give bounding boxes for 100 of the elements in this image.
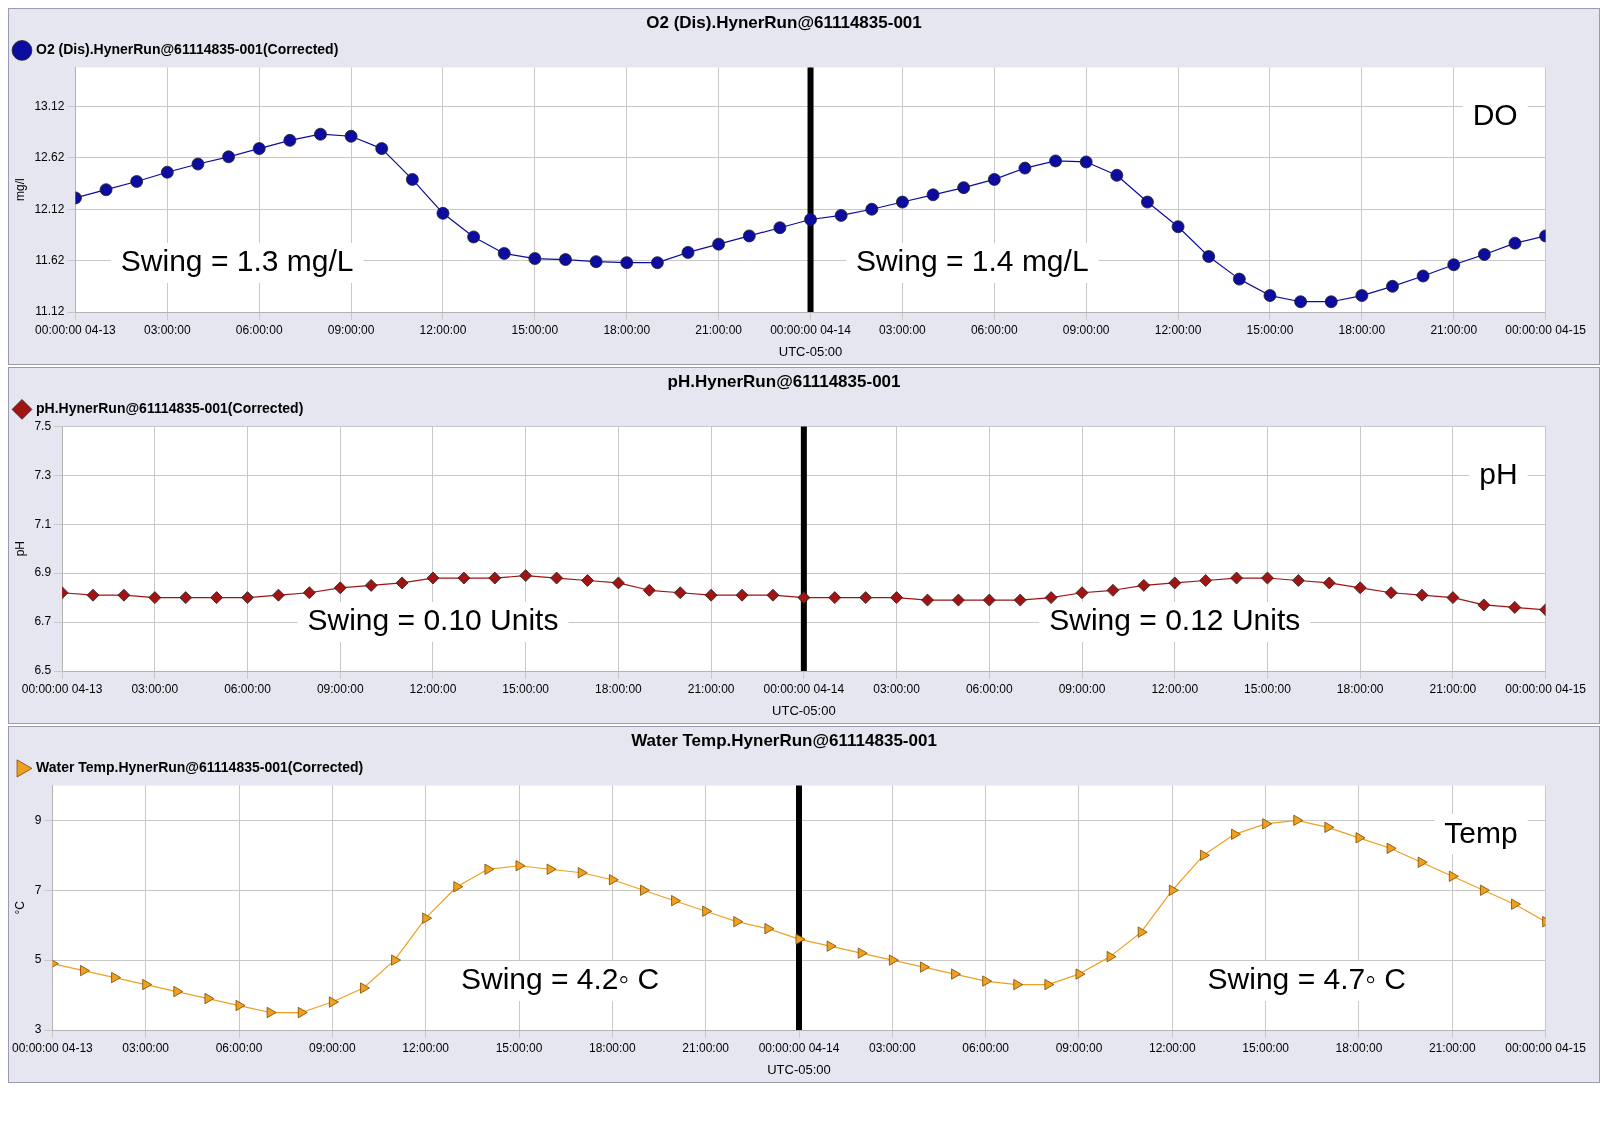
x-tick-label: 12:00:00 bbox=[409, 681, 457, 696]
point bbox=[391, 954, 401, 966]
point bbox=[650, 256, 664, 270]
point bbox=[1511, 898, 1521, 910]
y-tick-label: 11.62 bbox=[35, 252, 65, 267]
y-tick-label: 7.1 bbox=[34, 516, 52, 531]
point bbox=[375, 142, 389, 155]
point bbox=[453, 881, 464, 893]
y-tick-label: 3 bbox=[34, 1022, 42, 1037]
x-axis-title: UTC-05:00 bbox=[772, 702, 836, 718]
point bbox=[99, 183, 113, 197]
point bbox=[1384, 586, 1398, 600]
point bbox=[1141, 195, 1154, 209]
point bbox=[1231, 828, 1241, 840]
point bbox=[436, 206, 450, 220]
x-tick-label: 18:00:00 bbox=[1336, 681, 1384, 696]
y-tick-label: 7 bbox=[34, 882, 42, 897]
x-tick-label: 06:00:00 bbox=[215, 1040, 263, 1055]
point bbox=[344, 129, 358, 143]
point bbox=[896, 195, 909, 209]
point bbox=[1171, 220, 1185, 234]
point bbox=[957, 181, 971, 195]
point bbox=[1168, 576, 1182, 590]
point bbox=[235, 999, 246, 1012]
y-tick-label: 5 bbox=[34, 952, 42, 967]
x-tick-label: 15:00:00 bbox=[502, 681, 550, 696]
point bbox=[1508, 601, 1522, 614]
point bbox=[1137, 926, 1148, 938]
point bbox=[859, 591, 873, 605]
x-tick-label: 12:00:00 bbox=[419, 322, 467, 337]
x-tick-label: 09:00:00 bbox=[1055, 1040, 1103, 1055]
x-tick-label: 03:00:00 bbox=[873, 681, 921, 696]
point bbox=[1106, 951, 1117, 963]
point bbox=[364, 578, 378, 592]
point bbox=[1386, 842, 1397, 854]
x-tick-label: 12:00:00 bbox=[1151, 681, 1199, 696]
point bbox=[773, 221, 787, 235]
point bbox=[951, 968, 961, 980]
point bbox=[302, 586, 316, 600]
point bbox=[1110, 168, 1124, 182]
x-tick-label: 00:00:00 04-15 bbox=[1505, 1040, 1587, 1055]
point bbox=[865, 202, 879, 216]
point bbox=[1386, 279, 1399, 293]
point bbox=[1262, 818, 1273, 830]
x-tick-label: 06:00:00 bbox=[965, 681, 1013, 696]
x-tick-label: 00:00:00 04-14 bbox=[758, 1040, 840, 1055]
point bbox=[1448, 870, 1459, 882]
x-tick-label: 12:00:00 bbox=[1148, 1040, 1196, 1055]
point bbox=[395, 576, 409, 590]
point bbox=[173, 985, 184, 998]
y-tick-label: 6.7 bbox=[34, 614, 52, 629]
point bbox=[1263, 289, 1277, 302]
point bbox=[422, 912, 433, 924]
point bbox=[982, 975, 993, 987]
x-tick-label: 21:00:00 bbox=[695, 322, 743, 337]
x-tick-label: 00:00:00 04-13 bbox=[35, 322, 117, 337]
chart-title: pH.HynerRun@61114835-001 bbox=[667, 371, 901, 391]
point bbox=[1508, 236, 1522, 250]
x-tick-label: 00:00:00 04-14 bbox=[770, 322, 852, 337]
point bbox=[1044, 591, 1058, 605]
point bbox=[1291, 574, 1305, 587]
point bbox=[1049, 154, 1062, 168]
point bbox=[733, 916, 744, 928]
x-tick-label: 09:00:00 bbox=[1058, 681, 1106, 696]
point bbox=[160, 165, 174, 179]
point bbox=[1417, 856, 1428, 868]
x-tick-label: 06:00:00 bbox=[224, 681, 272, 696]
point bbox=[1137, 578, 1151, 592]
point bbox=[283, 133, 297, 147]
point bbox=[1324, 295, 1338, 309]
x-tick-label: 21:00:00 bbox=[1430, 322, 1478, 337]
x-tick-label: 21:00:00 bbox=[687, 681, 735, 696]
point bbox=[1079, 155, 1093, 169]
point bbox=[1355, 289, 1369, 302]
point bbox=[1324, 821, 1335, 833]
point bbox=[1013, 978, 1024, 991]
x-tick-label: 15:00:00 bbox=[511, 322, 559, 337]
x-tick-label: 09:00:00 bbox=[1062, 322, 1110, 337]
point bbox=[1261, 571, 1274, 585]
point bbox=[497, 247, 511, 260]
point bbox=[457, 571, 471, 585]
annotation: Swing = 4.7◦ C bbox=[1207, 962, 1406, 996]
point bbox=[550, 571, 563, 585]
point bbox=[519, 569, 533, 583]
point bbox=[210, 591, 224, 605]
point bbox=[266, 1006, 277, 1019]
point bbox=[1480, 884, 1490, 896]
x-tick-label: 09:00:00 bbox=[327, 322, 375, 337]
point bbox=[328, 996, 339, 1008]
point bbox=[488, 571, 502, 585]
point bbox=[1200, 849, 1210, 861]
point bbox=[297, 1006, 308, 1019]
legend-label: pH.HynerRun@61114835-001(Corrected) bbox=[36, 400, 304, 417]
point bbox=[712, 237, 726, 251]
x-tick-label: 00:00:00 04-13 bbox=[21, 681, 103, 696]
legend-label: O2 (Dis).HynerRun@61114835-001(Corrected) bbox=[36, 41, 339, 58]
point bbox=[484, 863, 495, 875]
x-tick-label: 03:00:00 bbox=[868, 1040, 917, 1055]
point bbox=[704, 588, 718, 602]
chart-title: Water Temp.HynerRun@61114835-001 bbox=[631, 730, 937, 750]
